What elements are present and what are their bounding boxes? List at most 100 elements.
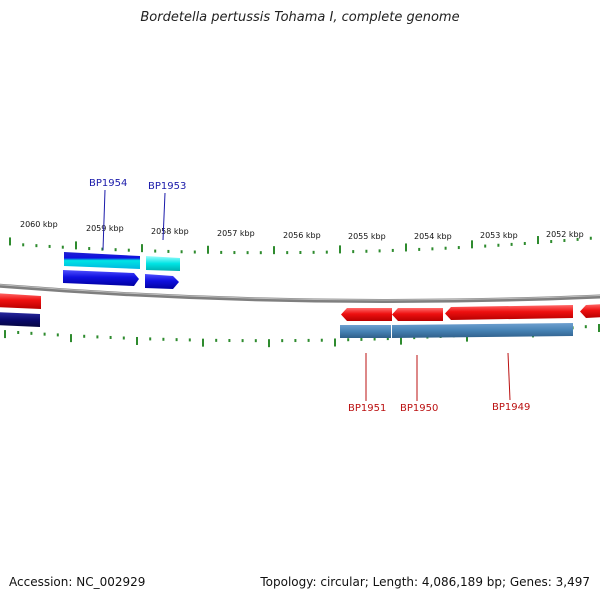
- major-tick: [400, 336, 402, 345]
- major-tick: [207, 245, 209, 254]
- gene-label-bp1951[interactable]: BP1951: [348, 403, 386, 414]
- minor-tick: [523, 241, 526, 245]
- minor-tick: [220, 250, 223, 254]
- minor-tick: [352, 250, 355, 254]
- genome-backbone: [0, 283, 600, 304]
- minor-tick: [347, 338, 350, 342]
- minor-tick: [550, 240, 553, 244]
- gene-feature-bp1953[interactable]: [146, 256, 180, 271]
- cds-arrow-right-edge[interactable]: [580, 304, 600, 318]
- gene-feature-bp1949[interactable]: [392, 323, 573, 338]
- topology-text: Topology: circular; Length: 4,086,189 bp…: [260, 575, 590, 589]
- minor-tick: [22, 243, 25, 247]
- minor-tick: [294, 339, 297, 343]
- accession-text: Accession: NC_002929: [9, 575, 146, 589]
- page-title: Bordetella pertussis Tohama I, complete …: [140, 10, 460, 25]
- minor-tick: [101, 247, 104, 251]
- minor-tick: [154, 249, 157, 253]
- minor-tick: [43, 332, 46, 336]
- gene-feature-bp1954[interactable]: [64, 252, 140, 269]
- minor-tick: [48, 244, 51, 248]
- minor-tick: [510, 242, 513, 246]
- minor-tick: [215, 338, 218, 342]
- major-tick: [268, 339, 270, 348]
- minor-tick: [307, 338, 310, 342]
- minor-tick: [241, 339, 244, 343]
- minor-tick: [35, 244, 38, 248]
- major-tick: [273, 246, 275, 255]
- label-leaders: [102, 189, 511, 401]
- minor-tick: [360, 337, 363, 341]
- gene-feature-left-edge[interactable]: [0, 312, 40, 327]
- minor-tick: [431, 247, 434, 251]
- scale-labels: 2060 kbp 2059 kbp 2058 kbp 2057 kbp 2056…: [20, 220, 584, 241]
- major-tick: [4, 330, 6, 339]
- scale-label: 2052 kbp: [546, 230, 584, 239]
- cds-arrow-bp1949[interactable]: [445, 305, 573, 320]
- major-tick: [339, 245, 341, 254]
- gene-label-bp1949[interactable]: BP1949: [492, 402, 530, 413]
- gene-labels: BP1954 BP1953 BP1951 BP1950 BP1949: [89, 178, 530, 414]
- minor-tick: [563, 238, 566, 242]
- minor-tick: [444, 246, 447, 250]
- major-tick: [405, 243, 407, 252]
- cds-arrow-bp1951[interactable]: [341, 308, 392, 321]
- cds-arrow-bp1954[interactable]: [63, 270, 139, 286]
- minor-tick: [584, 325, 587, 329]
- gene-label-bp1953[interactable]: BP1953: [148, 181, 186, 192]
- minor-tick: [83, 334, 86, 338]
- minor-tick: [281, 339, 284, 343]
- major-tick: [136, 336, 138, 345]
- cds-arrow-bp1950[interactable]: [392, 308, 443, 321]
- minor-tick: [109, 335, 112, 339]
- gene-label-bp1950[interactable]: BP1950: [400, 403, 438, 414]
- minor-tick: [312, 250, 315, 254]
- minor-tick: [576, 237, 579, 241]
- minor-tick: [96, 335, 99, 339]
- minor-tick: [286, 251, 289, 255]
- minor-tick: [88, 247, 91, 251]
- major-tick: [202, 338, 204, 347]
- major-tick: [141, 244, 143, 253]
- scale-label: 2059 kbp: [86, 224, 124, 233]
- minor-tick: [228, 339, 231, 343]
- minor-tick: [122, 336, 125, 340]
- minor-tick: [56, 333, 59, 337]
- minor-tick: [378, 249, 381, 253]
- minor-tick: [17, 330, 20, 334]
- scale-label: 2055 kbp: [348, 232, 386, 241]
- minor-tick: [127, 248, 130, 252]
- minor-tick: [320, 338, 323, 342]
- major-tick: [334, 338, 336, 347]
- upper-tick-row: [9, 236, 592, 255]
- major-tick: [537, 236, 539, 245]
- minor-tick: [246, 251, 249, 255]
- major-tick: [466, 333, 468, 342]
- scale-label: 2058 kbp: [151, 227, 189, 236]
- minor-tick: [418, 247, 421, 251]
- minor-tick: [299, 250, 302, 254]
- scale-label: 2053 kbp: [480, 231, 518, 240]
- minor-tick: [162, 337, 165, 341]
- minor-tick: [589, 236, 592, 240]
- major-tick: [9, 237, 11, 246]
- minor-tick: [484, 244, 487, 248]
- minor-tick: [365, 249, 368, 253]
- minor-tick: [325, 250, 328, 254]
- scale-label: 2060 kbp: [20, 220, 58, 229]
- scale-label: 2056 kbp: [283, 231, 321, 240]
- minor-tick: [188, 338, 191, 342]
- cds-arrow-left-edge[interactable]: [0, 293, 41, 309]
- gene-feature-bp1951-bp1950[interactable]: [340, 325, 391, 338]
- minor-tick: [259, 251, 262, 255]
- minor-tick: [30, 331, 33, 335]
- major-tick: [75, 241, 77, 250]
- minor-tick: [193, 250, 196, 254]
- minor-tick: [386, 337, 389, 341]
- reverse-strand-features: [0, 293, 600, 338]
- gene-label-bp1954[interactable]: BP1954: [89, 178, 127, 189]
- cds-arrow-bp1953[interactable]: [145, 274, 179, 289]
- minor-tick: [457, 246, 460, 250]
- minor-tick: [233, 251, 236, 255]
